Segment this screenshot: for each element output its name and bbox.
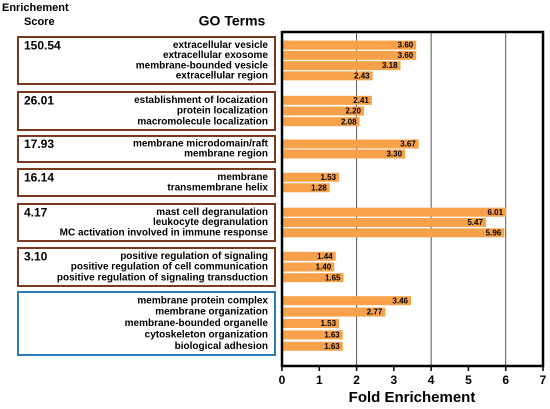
bar: [282, 117, 360, 127]
group-box: [17, 91, 276, 131]
value-label: 3.30: [386, 150, 402, 159]
group-box: [17, 36, 276, 85]
bar: [282, 71, 373, 81]
value-label: 3.60: [398, 41, 414, 50]
group-box: [17, 247, 276, 287]
go-term: positive regulation of signaling: [120, 251, 268, 262]
go-term: extracellular vesicle: [173, 40, 269, 51]
value-label: 2.41: [353, 96, 369, 105]
value-label: 2.08: [341, 117, 357, 126]
go-term: membrane-bounded vesicle: [136, 60, 269, 71]
x-tick-label: 4: [428, 373, 435, 387]
value-label: 1.65: [325, 273, 341, 282]
plot-frame: [280, 30, 545, 368]
bar: [282, 40, 417, 50]
enrichment-score: 26.01: [24, 94, 54, 108]
bar: [282, 330, 343, 340]
value-label: 1.63: [324, 331, 340, 340]
value-label: 3.60: [398, 51, 414, 60]
go-term: membrane organization: [155, 307, 268, 318]
go-term: membrane region: [184, 149, 268, 160]
x-tick-label: 2: [353, 373, 360, 387]
go-term: macromolecule localization: [137, 116, 268, 127]
bar: [282, 251, 336, 261]
go-term: establishment of locaization: [134, 95, 268, 106]
go-term: membrane protein complex: [137, 295, 268, 306]
bar: [282, 296, 412, 306]
group-box: [17, 203, 276, 242]
terms-header: GO Terms: [199, 13, 266, 29]
bar: [282, 183, 330, 193]
value-label: 6.01: [488, 208, 504, 217]
x-tick-label: 6: [502, 373, 509, 387]
bar: [282, 228, 505, 238]
go-term: leukocyte degranulation: [153, 217, 268, 228]
value-label: 5.47: [467, 218, 483, 227]
bar: [282, 149, 406, 159]
group-box: [17, 291, 276, 356]
value-label: 1.40: [316, 263, 332, 272]
go-term: protein localization: [177, 106, 268, 117]
enrichment-score: 17.93: [24, 137, 54, 151]
go-term: extracellular exosome: [163, 50, 268, 61]
go-term: membrane-bounded organelle: [125, 318, 269, 329]
x-tick-label: 1: [316, 373, 323, 387]
bar: [282, 139, 419, 149]
enrichment-score: 4.17: [24, 205, 48, 219]
value-label: 2.77: [367, 308, 383, 317]
group-box: [17, 135, 276, 163]
bar: [282, 218, 486, 227]
value-label: 1.53: [320, 173, 336, 182]
x-tick-label: 0: [279, 373, 286, 387]
go-term: cytoskeleton organization: [145, 330, 268, 341]
bar: [282, 207, 507, 217]
bar: [282, 106, 365, 116]
score-header: Score: [24, 16, 55, 28]
value-label: 1.63: [324, 342, 340, 351]
bar: [282, 50, 417, 60]
value-label: 5.96: [486, 228, 502, 237]
value-label: 1.53: [320, 319, 336, 328]
bar: [282, 95, 372, 105]
bar: [282, 262, 335, 272]
bar: [282, 273, 344, 283]
bar: [282, 319, 340, 328]
go-term: positive regulation of signaling transdu…: [57, 272, 268, 283]
bar: [282, 341, 343, 351]
enrichment-score: 150.54: [24, 38, 61, 52]
go-term: transmembrane helix: [167, 182, 268, 193]
go-term: extracellular region: [176, 71, 268, 82]
go-term: biological adhesion: [175, 341, 268, 352]
go-term: positive regulation of cell communicatio…: [71, 262, 268, 273]
value-label: 3.67: [400, 140, 416, 149]
enrichment-score: 16.14: [24, 170, 54, 184]
enrichment-score: 3.10: [24, 250, 48, 264]
score-header: Enrichement: [2, 2, 69, 14]
x-tick-label: 3: [391, 373, 398, 387]
value-label: 1.44: [317, 252, 333, 261]
x-tick-label: 5: [465, 373, 472, 387]
go-term: membrane: [217, 172, 268, 183]
group-box: [17, 168, 276, 197]
value-label: 3.18: [382, 61, 398, 70]
value-label: 3.46: [392, 296, 408, 305]
x-tick-label: 7: [540, 373, 547, 387]
go-term: membrane microdomain/raft: [133, 139, 269, 150]
value-label: 1.28: [311, 183, 327, 192]
bar: [282, 307, 386, 317]
go-term: MC activation involved in immune respons…: [60, 227, 269, 238]
value-label: 2.43: [354, 71, 370, 80]
bar: [282, 172, 340, 182]
go-term: mast cell degranulation: [156, 207, 268, 218]
x-axis-title: Fold Enrichement: [349, 389, 476, 406]
bar: [282, 61, 401, 71]
value-label: 2.20: [345, 107, 361, 116]
